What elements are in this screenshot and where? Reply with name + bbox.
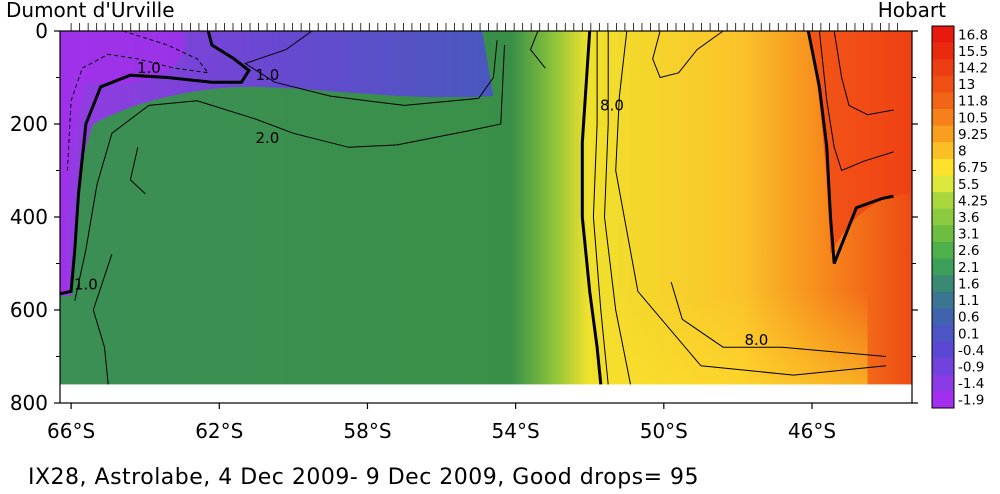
colorbar-segment: [932, 158, 954, 176]
left-station-label: Dumont d'Urville: [6, 0, 175, 22]
colorbar-segment: [932, 225, 954, 243]
isotherm-11-contour: [806, 30, 894, 265]
colorbar-segment: [932, 192, 954, 210]
colorbar-segment: [932, 374, 954, 392]
isotherm-1-deep-contour: [92, 254, 113, 385]
colorbar-tick-label: -1.4: [958, 376, 984, 392]
colorbar-tick-label: 1.6: [958, 276, 979, 292]
colorbar-segment: [932, 109, 954, 127]
colorbar-segment: [932, 258, 954, 276]
x-tick-label: 54°S: [492, 419, 540, 443]
colorbar-segment: [932, 26, 954, 44]
colorbar-tick-label: 3.1: [958, 227, 979, 243]
colorbar-segment: [932, 324, 954, 342]
x-tick-label: 58°S: [343, 419, 391, 443]
isotherm-7-contour: [603, 31, 631, 385]
colorbar-tick-label: 10.5: [958, 110, 988, 126]
colorbar-frame: [931, 25, 955, 409]
colorbar-tick-label: 11.8: [958, 94, 988, 110]
isotherm-13-contour: [833, 30, 894, 116]
colorbar-tick-label: 16.8: [958, 27, 988, 43]
colorbar-segment: [932, 59, 954, 77]
x-tick-label: 50°S: [640, 419, 688, 443]
isotherm-12-contour: [818, 30, 894, 172]
colorbar: 16.815.514.21311.810.59.2586.755.54.253.…: [931, 25, 988, 409]
contour-label: 1.0: [256, 66, 280, 84]
colorbar-tick-label: 15.5: [958, 44, 988, 60]
colorbar-segment: [932, 358, 954, 376]
colorbar-tick-label: 6.75: [958, 160, 988, 176]
colorbar-segment: [932, 92, 954, 110]
coldest-water-region: [60, 31, 185, 292]
colorbar-tick-label: 14.2: [958, 61, 988, 77]
isotherm-1-contour: [244, 30, 498, 106]
isotherm-6-contour: [592, 31, 609, 385]
isotherm-3-contour: [529, 30, 546, 69]
isotherm-9-contour: [652, 30, 724, 79]
y-tick-label: 400: [10, 205, 48, 229]
colorbar-segment: [932, 241, 954, 259]
colorbar-segment: [932, 142, 954, 160]
y-tick-label: 0: [35, 19, 48, 43]
colorbar-tick-label: -0.9: [958, 359, 984, 375]
y-tick-label: 600: [10, 298, 48, 322]
colorbar-segment: [932, 291, 954, 309]
colorbar-tick-label: 2.1: [958, 260, 979, 276]
colorbar-segment: [932, 308, 954, 326]
colorbar-segment: [932, 175, 954, 193]
contour-label: 1.0: [137, 59, 161, 77]
colorbar-tick-label: 0.1: [958, 326, 979, 342]
colorbar-segment: [932, 125, 954, 143]
isotherm-4-contour: [580, 30, 603, 385]
colorbar-segment: [932, 208, 954, 226]
isotherm-2-contour: [74, 44, 505, 301]
colorbar-tick-label: 3.6: [958, 210, 979, 226]
colorbar-tick-label: 2.6: [958, 243, 979, 259]
contour-label: 8.0: [600, 96, 624, 114]
isotherm-0-contour: [59, 30, 251, 296]
colorbar-segment: [932, 275, 954, 293]
colorbar-tick-label: 0.6: [958, 310, 979, 326]
section-caption: IX28, Astrolabe, 4 Dec 2009- 9 Dec 2009,…: [28, 465, 700, 490]
x-tick-label: 62°S: [195, 419, 243, 443]
x-tick-label: 66°S: [47, 419, 95, 443]
temperature-field: [60, 31, 912, 385]
isotherm-8-contour: [615, 30, 887, 376]
contour-label: 2.0: [256, 129, 280, 147]
colorbar-tick-label: 4.25: [958, 193, 988, 209]
colorbar-tick-label: 1.1: [958, 293, 979, 309]
contour-label: 1.0: [74, 275, 98, 293]
colorbar-tick-label: 13: [958, 77, 975, 93]
isotherm-8-deep-contour: [670, 281, 887, 357]
colorbar-tick-label: 5.5: [958, 177, 979, 193]
isotherm-minus-1-contour: [66, 30, 210, 171]
colorbar-segment: [932, 341, 954, 359]
plot-axes: 66°S 62°S 58°S 54°S 50°S 46°S 0 200 400 600 800: [10, 19, 918, 443]
colorbar-segment: [932, 42, 954, 60]
isotherm-2-detail-contour: [129, 147, 146, 195]
right-station-label: Hobart: [877, 0, 946, 22]
contour-label: 8.0: [744, 331, 768, 349]
deep-warm-water: [604, 291, 868, 385]
y-tick-label: 800: [10, 391, 48, 415]
colorbar-segment: [932, 75, 954, 93]
colorbar-segment: [932, 391, 954, 409]
y-tick-label: 200: [10, 112, 48, 136]
colorbar-tick-label: -1.9: [958, 393, 984, 409]
colorbar-tick-label: 9.25: [958, 127, 988, 143]
isotherm-contours: 1.0 1.0 2.0 1.0 8.0 8.0: [59, 30, 894, 385]
x-tick-label: 46°S: [788, 419, 836, 443]
colorbar-tick-label: 8: [958, 144, 967, 160]
colorbar-tick-label: -0.4: [958, 343, 984, 359]
